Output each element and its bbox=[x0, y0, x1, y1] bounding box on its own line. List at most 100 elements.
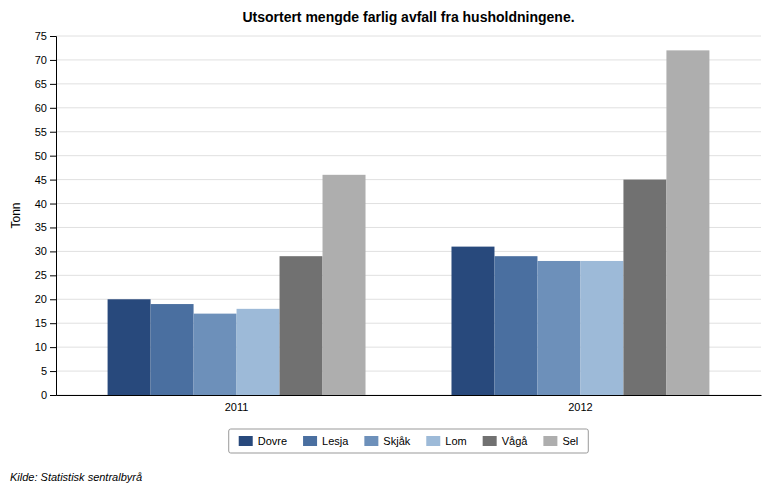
legend-label: Lesja bbox=[322, 435, 349, 447]
legend-label: Dovre bbox=[258, 435, 287, 447]
grid bbox=[56, 36, 761, 395]
legend-swatch bbox=[364, 436, 378, 446]
legend-box bbox=[229, 429, 589, 453]
bar bbox=[494, 256, 537, 395]
legend-item: Sel bbox=[543, 435, 578, 447]
y-tick: 50 bbox=[35, 150, 56, 162]
legend-item: Vågå bbox=[483, 435, 529, 447]
tick-mark bbox=[50, 251, 56, 252]
plot: 0 5 10 15 20 25 30 35 40 45 50 55 60 65 70 75 2011 2012 bbox=[35, 30, 762, 413]
tick-mark bbox=[50, 60, 56, 61]
y-tick: 15 bbox=[35, 317, 56, 329]
bar bbox=[666, 50, 709, 395]
y-tick: 60 bbox=[35, 102, 56, 114]
y-tick: 40 bbox=[35, 198, 56, 210]
grid-line bbox=[56, 131, 761, 132]
tick-label: 50 bbox=[35, 150, 47, 162]
y-tick: 35 bbox=[35, 221, 56, 233]
tick-mark bbox=[50, 204, 56, 205]
bar bbox=[580, 261, 623, 395]
legend-swatch bbox=[426, 436, 440, 446]
bars bbox=[108, 50, 710, 395]
y-tick: 20 bbox=[35, 293, 56, 305]
y-tick: 10 bbox=[35, 341, 56, 353]
bar-series bbox=[108, 247, 495, 395]
tick-mark bbox=[50, 132, 56, 133]
legend-label: Vågå bbox=[502, 435, 529, 447]
tick-mark bbox=[50, 275, 56, 276]
legend-swatch bbox=[543, 436, 557, 446]
tick-label: 75 bbox=[35, 30, 47, 42]
y-tick: 30 bbox=[35, 245, 56, 257]
tick-label: 70 bbox=[35, 54, 47, 66]
tick-label: 20 bbox=[35, 293, 47, 305]
y-tick: 0 bbox=[41, 389, 56, 401]
tick-label: 65 bbox=[35, 78, 47, 90]
y-tick: 65 bbox=[35, 78, 56, 90]
tick-label: 25 bbox=[35, 269, 47, 281]
y-axis-title: Tonn bbox=[9, 202, 23, 228]
tick-mark bbox=[50, 108, 56, 109]
tick-mark bbox=[50, 36, 56, 37]
tick-label: 10 bbox=[35, 341, 47, 353]
grid-line bbox=[56, 36, 761, 37]
bar bbox=[151, 304, 194, 395]
x-tick: 2012 bbox=[568, 395, 592, 413]
tick-label: 2011 bbox=[225, 401, 249, 413]
tick-label: 30 bbox=[35, 245, 47, 257]
tick-label: 45 bbox=[35, 174, 47, 186]
tick-mark bbox=[50, 323, 56, 324]
tick-label: 15 bbox=[35, 317, 47, 329]
tick-label: 0 bbox=[41, 389, 47, 401]
tick-label: 2012 bbox=[568, 401, 592, 413]
tick-mark bbox=[50, 84, 56, 85]
bar bbox=[451, 247, 494, 395]
legend: Dovre Lesja Skjåk Lom Vågå Sel bbox=[229, 429, 589, 453]
y-tick: 70 bbox=[35, 54, 56, 66]
title: Utsortert mengde farlig avfall fra husho… bbox=[242, 9, 574, 25]
tick-mark bbox=[50, 371, 56, 372]
tick-mark bbox=[50, 299, 56, 300]
y-tick: 75 bbox=[35, 30, 56, 42]
legend-label: Skjåk bbox=[383, 435, 410, 447]
source: Kilde: Statistisk sentralbyrå bbox=[10, 471, 142, 483]
bar bbox=[323, 175, 366, 395]
tick-mark bbox=[50, 347, 56, 348]
bar bbox=[194, 314, 237, 395]
y-tick: 55 bbox=[35, 126, 56, 138]
y-axis: 0 5 10 15 20 25 30 35 40 45 50 55 60 65 70 75 bbox=[35, 30, 57, 401]
x-axis: 2011 2012 bbox=[57, 395, 762, 413]
y-tick: 5 bbox=[41, 365, 56, 377]
legend-swatch bbox=[303, 436, 317, 446]
tick-mark bbox=[50, 180, 56, 181]
bar bbox=[537, 261, 580, 395]
axis-line bbox=[57, 395, 762, 396]
tick-label: 55 bbox=[35, 126, 47, 138]
bar-series bbox=[194, 261, 581, 395]
axis-line bbox=[50, 37, 57, 396]
legend-item: Lom bbox=[426, 435, 466, 447]
legend-item: Skjåk bbox=[364, 435, 410, 447]
bar bbox=[623, 180, 666, 395]
legend-swatch bbox=[483, 436, 497, 446]
bar bbox=[280, 256, 323, 395]
grid-line bbox=[56, 155, 761, 156]
legend-label: Lom bbox=[445, 435, 466, 447]
tick-mark bbox=[50, 156, 56, 157]
bar bbox=[237, 309, 280, 395]
legend-item: Lesja bbox=[303, 435, 349, 447]
chart-svg: 0 5 10 15 20 25 30 35 40 45 50 55 60 65 70 75 2011 2012 Ut… bbox=[0, 0, 781, 491]
legend-label: Sel bbox=[562, 435, 578, 447]
bar-series bbox=[323, 50, 710, 395]
tick-label: 35 bbox=[35, 221, 47, 233]
grid-line bbox=[56, 107, 761, 108]
tick-label: 5 bbox=[41, 365, 47, 377]
bar bbox=[108, 299, 151, 395]
y-tick: 25 bbox=[35, 269, 56, 281]
chart-container: 0 5 10 15 20 25 30 35 40 45 50 55 60 65 70 75 2011 2012 Ut… bbox=[0, 0, 781, 491]
y-tick: 45 bbox=[35, 174, 56, 186]
tick-mark bbox=[50, 227, 56, 228]
grid-line bbox=[56, 59, 761, 60]
tick-label: 60 bbox=[35, 102, 47, 114]
x-tick: 2011 bbox=[225, 395, 249, 413]
